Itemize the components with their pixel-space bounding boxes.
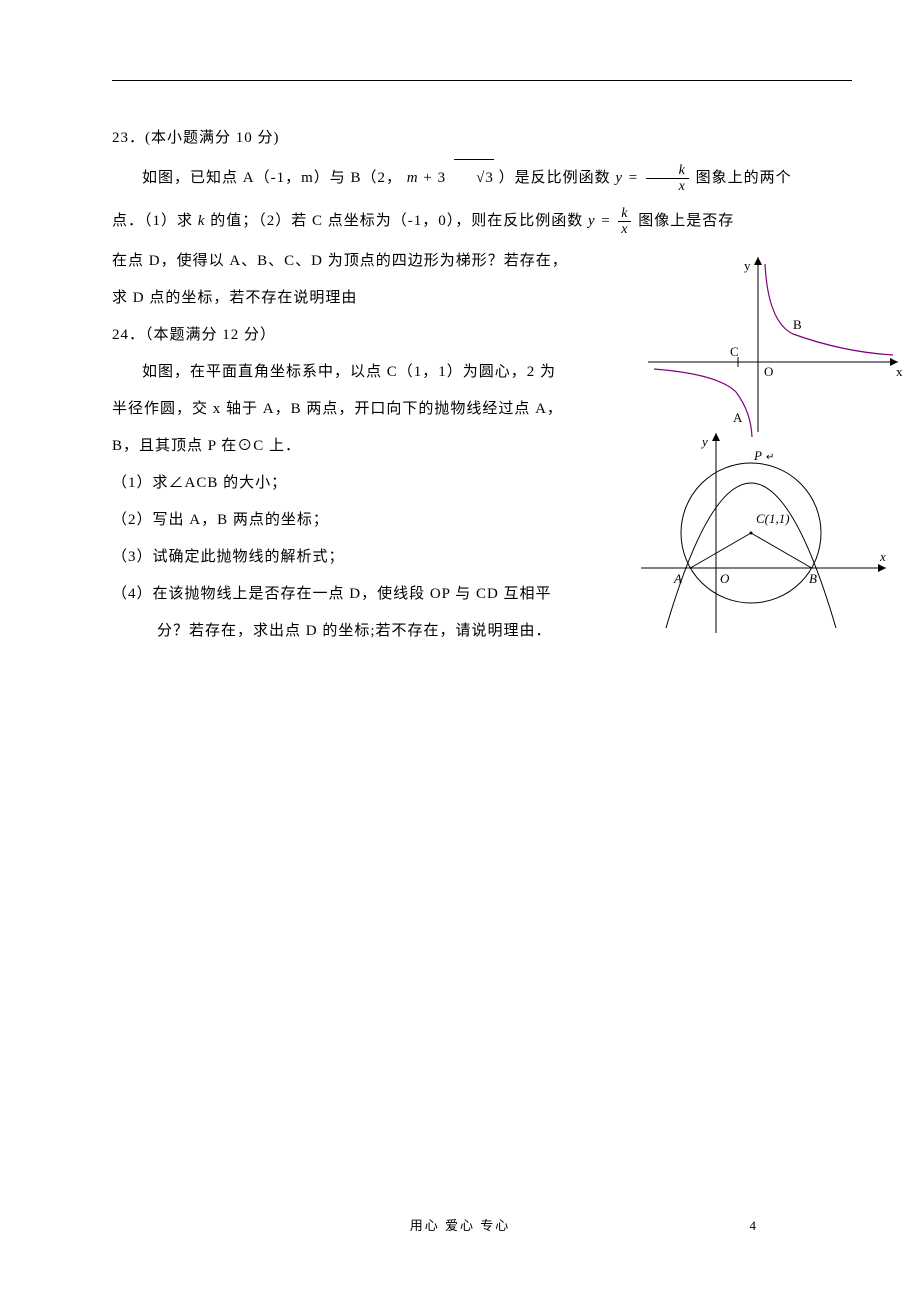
- header-rule: [112, 80, 852, 81]
- fig2-c-label: C(1,1): [756, 511, 790, 526]
- fig1-x-label: x: [896, 364, 903, 379]
- q24-s2: （2）写出 A，B 两点的坐标；: [112, 504, 572, 537]
- q24-s4: （4）在该抛物线上是否存在一点 D，使线段 OP 与 CD 互相平: [112, 578, 572, 611]
- fig1-b-label: B: [793, 317, 802, 332]
- q23-line1: 如图，已知点 A（-1，m）与 B（2， m + 3√3 ）是反比例函数 y =…: [112, 159, 860, 198]
- q24-s3: （3）试确定此抛物线的解析式；: [112, 541, 572, 574]
- math-frac-kx: kx: [646, 163, 689, 195]
- fig2-a-label: A: [673, 571, 682, 586]
- fig2-p-label: P: [753, 448, 762, 463]
- footer-text: 用心 爱心 专心: [0, 1215, 920, 1234]
- fig2-y-label: y: [700, 434, 708, 449]
- math-sqrt3: √3: [446, 159, 494, 198]
- q23-l2-suf: 图像上是否存: [638, 213, 734, 229]
- fig2-p-arrow: ↵: [766, 452, 774, 463]
- page-content: 23．(本小题满分 10 分) 如图，已知点 A（-1，m）与 B（2， m +…: [112, 122, 860, 648]
- q23-l2-mid: 的值；（2）若 C 点坐标为（-1，0），则在反比例函数: [205, 213, 588, 229]
- q24-s4b: 分？若存在，求出点 D 的坐标;若不存在，请说明理由．: [112, 615, 572, 648]
- fig2-b-label: B: [809, 571, 817, 586]
- q24-p2: 半径作圆，交 x 轴于 A，B 两点，开口向下的抛物线经过点 A，: [112, 393, 572, 426]
- q24-p3: B，且其顶点 P 在⊙C 上．: [112, 430, 572, 463]
- math-plus3: + 3: [423, 170, 446, 186]
- fig1-a-label: A: [733, 410, 743, 425]
- figure-hyperbola: y x O B C A: [648, 252, 908, 442]
- q23-l1-suf: 图象上的两个: [696, 170, 792, 186]
- page-number: 4: [750, 1218, 757, 1234]
- q23-l1-mid: ）是反比例函数: [499, 170, 616, 186]
- fig2-o-label: O: [720, 571, 730, 586]
- q24-body: 如图，在平面直角坐标系中，以点 C（1，1）为圆心，2 为 半径作圆，交 x 轴…: [112, 356, 572, 648]
- fig1-y-label: y: [744, 258, 751, 273]
- math-frac-kx2: kx: [618, 206, 631, 238]
- q23-l1-pre: 如图，已知点 A（-1，m）与 B（2，: [142, 170, 402, 186]
- q24-p1: 如图，在平面直角坐标系中，以点 C（1，1）为圆心，2 为: [112, 356, 572, 389]
- math-yeq: y =: [615, 170, 639, 186]
- q23-line2: 点．（1）求 k 的值；（2）若 C 点坐标为（-1，0），则在反比例函数 y …: [112, 202, 860, 241]
- math-yeq2: y =: [588, 213, 612, 229]
- math-m: m: [407, 170, 419, 186]
- q23-l2-pre: 点．（1）求: [112, 213, 198, 229]
- q24-s1: （1）求∠ACB 的大小；: [112, 467, 572, 500]
- fig1-c-label: C: [730, 344, 739, 359]
- figure-circle-parabola: y x O A B C(1,1) P ↵: [636, 428, 896, 638]
- q23-header: 23．(本小题满分 10 分): [112, 122, 860, 155]
- fig1-o-label: O: [764, 364, 773, 379]
- fig2-x-label: x: [879, 549, 886, 564]
